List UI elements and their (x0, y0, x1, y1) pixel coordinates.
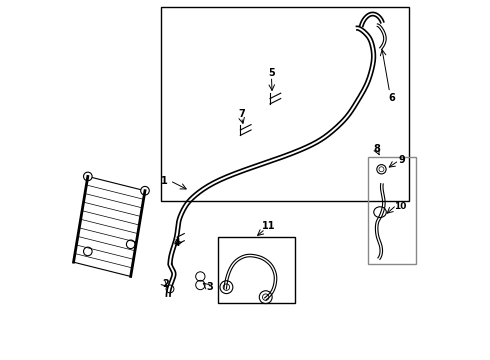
Bar (368, 157, 416, 264)
Circle shape (141, 186, 149, 195)
Text: 7: 7 (238, 109, 245, 119)
Text: 4: 4 (174, 238, 180, 248)
Text: 11: 11 (262, 221, 275, 231)
Circle shape (83, 247, 92, 256)
Text: 8: 8 (374, 144, 381, 154)
Text: 5: 5 (268, 68, 275, 78)
Ellipse shape (374, 207, 386, 217)
Text: 1: 1 (161, 176, 168, 186)
Bar (218, 237, 295, 303)
Text: 3: 3 (206, 282, 213, 292)
Circle shape (83, 172, 92, 181)
Bar (161, 7, 409, 202)
Text: 2: 2 (162, 279, 169, 289)
Text: 10: 10 (394, 202, 407, 211)
Text: 6: 6 (388, 93, 395, 103)
Text: 9: 9 (399, 156, 406, 165)
Circle shape (126, 240, 135, 249)
